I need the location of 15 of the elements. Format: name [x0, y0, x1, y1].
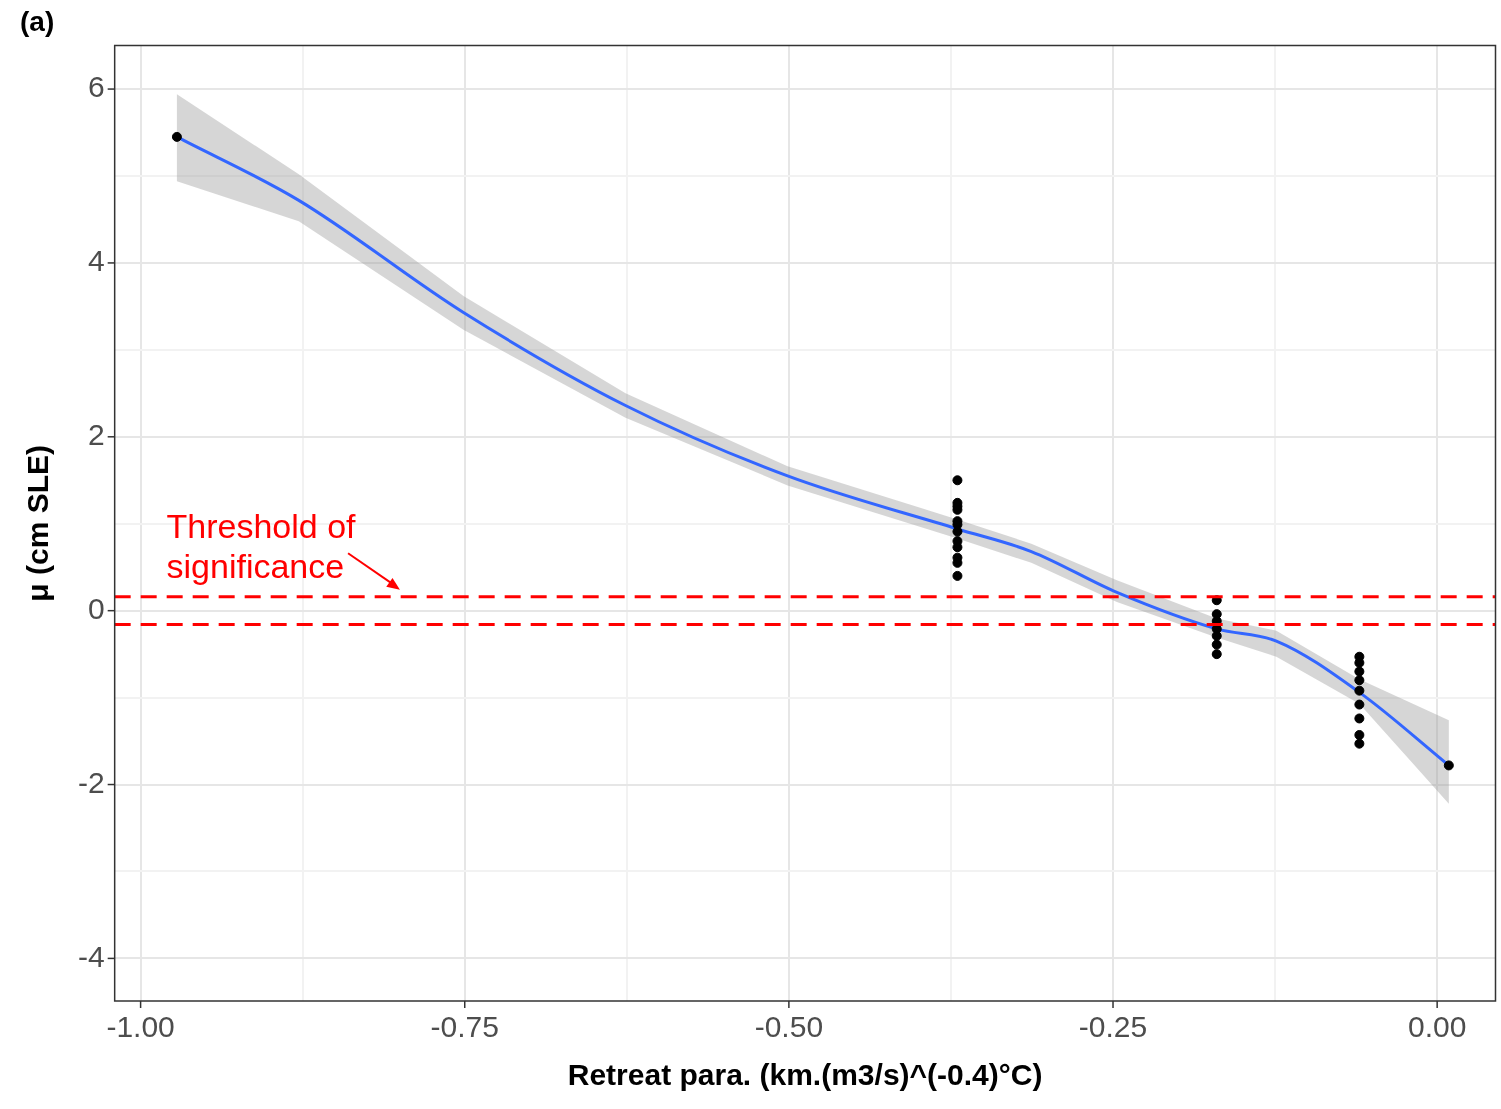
y-axis-title: μ (cm SLE) — [21, 444, 55, 602]
chart-title: (a) — [20, 5, 55, 37]
x-axis-title: Retreat para. (km.(m3/s)^(-0.4)°C) — [567, 1058, 1043, 1092]
x-tick-label: -0.25 — [1078, 1010, 1148, 1044]
y-tick-label: -4 — [77, 939, 105, 973]
x-tick-label: -0.50 — [754, 1010, 824, 1044]
y-tick-label: 4 — [87, 244, 105, 278]
annotation: Threshold of significance — [166, 506, 357, 587]
x-tick-label: 0.00 — [1407, 1010, 1467, 1044]
y-tick-label: 6 — [87, 70, 105, 104]
x-tick-label: -0.75 — [430, 1010, 499, 1044]
y-tick-label: 0 — [87, 591, 105, 625]
y-tick-label: 2 — [87, 418, 105, 452]
x-tick-label: -1.00 — [106, 1010, 175, 1044]
y-tick-label: -2 — [77, 765, 105, 799]
